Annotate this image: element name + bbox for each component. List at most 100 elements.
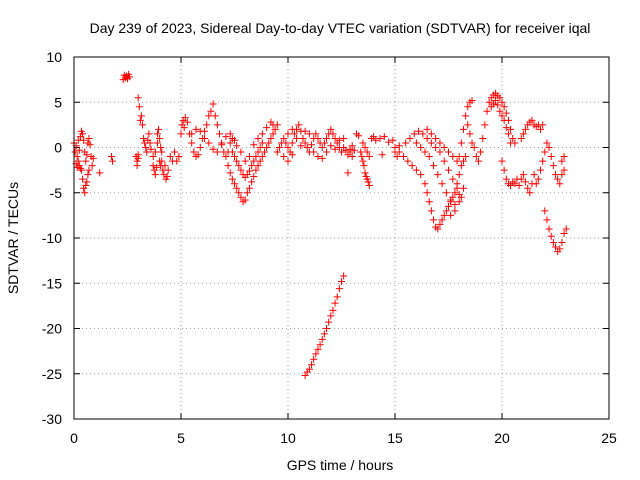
data-point: [308, 141, 316, 149]
data-point: [222, 133, 230, 141]
data-point: [481, 121, 489, 129]
data-point: [147, 145, 155, 153]
data-point: [323, 134, 331, 142]
data-point: [344, 169, 352, 177]
data-point: [340, 134, 348, 142]
data-point: [389, 136, 397, 144]
data-point: [455, 153, 463, 161]
data-point: [83, 178, 91, 186]
data-point: [312, 350, 320, 358]
data-point: [500, 116, 508, 124]
data-point: [462, 112, 470, 120]
data-point: [233, 157, 241, 165]
data-point: [552, 171, 559, 179]
data-point: [140, 134, 148, 142]
data-point: [350, 146, 358, 154]
data-point: [71, 148, 79, 156]
data-point: [457, 139, 465, 147]
data-point: [489, 100, 497, 108]
data-point: [479, 134, 487, 142]
y-tick-label: -5: [50, 185, 63, 201]
data-point: [408, 162, 416, 170]
data-point: [554, 175, 562, 183]
data-point: [250, 141, 258, 149]
data-point: [196, 127, 204, 135]
data-point: [256, 157, 264, 165]
data-point: [500, 166, 508, 174]
data-point: [562, 225, 570, 233]
data-point: [355, 132, 363, 140]
data-point: [250, 172, 258, 180]
data-point: [267, 134, 275, 142]
data-point: [496, 94, 504, 102]
data-point: [468, 139, 476, 147]
data-point: [151, 171, 159, 179]
data-point: [406, 134, 414, 142]
data-point: [224, 162, 232, 170]
data-point: [451, 207, 459, 215]
data-point: [472, 153, 480, 161]
data-point: [427, 139, 435, 147]
data-point: [457, 162, 465, 170]
y-tick-label: 10: [46, 49, 62, 65]
data-point: [440, 211, 448, 219]
data-point: [534, 175, 542, 183]
data-point: [245, 167, 253, 175]
data-point: [453, 157, 461, 165]
data-point: [222, 153, 230, 161]
data-point: [320, 330, 328, 338]
data-point: [370, 133, 378, 141]
data-point: [329, 130, 337, 138]
data-point: [464, 103, 472, 111]
data-point: [425, 153, 433, 161]
y-tick-label: -20: [42, 321, 62, 337]
data-point: [522, 125, 530, 133]
data-point: [331, 299, 339, 307]
series-isolated-13h: [346, 130, 363, 154]
data-point: [161, 162, 169, 170]
data-point: [85, 134, 93, 142]
data-point: [462, 153, 470, 161]
data-point: [203, 121, 211, 129]
data-point: [134, 151, 142, 159]
data-point: [163, 172, 171, 180]
data-point: [241, 157, 249, 165]
data-point: [143, 148, 151, 156]
data-point: [77, 166, 85, 174]
data-point: [258, 153, 266, 161]
data-point: [365, 182, 373, 190]
data-point: [188, 130, 196, 138]
data-point: [83, 151, 91, 159]
data-point: [549, 162, 557, 170]
y-tick-label: -30: [42, 411, 62, 427]
data-point: [275, 144, 283, 151]
data-point: [412, 166, 420, 174]
data-point: [297, 142, 305, 150]
data-point: [183, 118, 191, 126]
data-point: [526, 189, 534, 197]
data-point: [235, 189, 243, 197]
data-point: [515, 182, 523, 190]
data-point: [348, 142, 356, 150]
y-tick-label: 5: [54, 94, 62, 110]
data-point: [138, 121, 146, 129]
data-point: [327, 142, 335, 150]
data-point: [509, 134, 517, 142]
data-point: [415, 127, 423, 135]
data-point: [455, 198, 463, 206]
data-point: [445, 148, 452, 156]
x-tick-label: 20: [494, 430, 510, 446]
data-point: [153, 139, 161, 147]
data-point: [323, 325, 331, 332]
data-point: [288, 125, 296, 133]
data-point: [280, 153, 288, 161]
series-cluster-3h: [132, 94, 179, 183]
data-point: [88, 162, 96, 170]
data-point: [558, 239, 566, 247]
data-point: [305, 130, 313, 138]
data-point: [237, 166, 245, 174]
data-point: [80, 136, 88, 144]
data-point: [180, 124, 188, 132]
data-point: [537, 125, 545, 133]
data-points: [70, 70, 570, 380]
